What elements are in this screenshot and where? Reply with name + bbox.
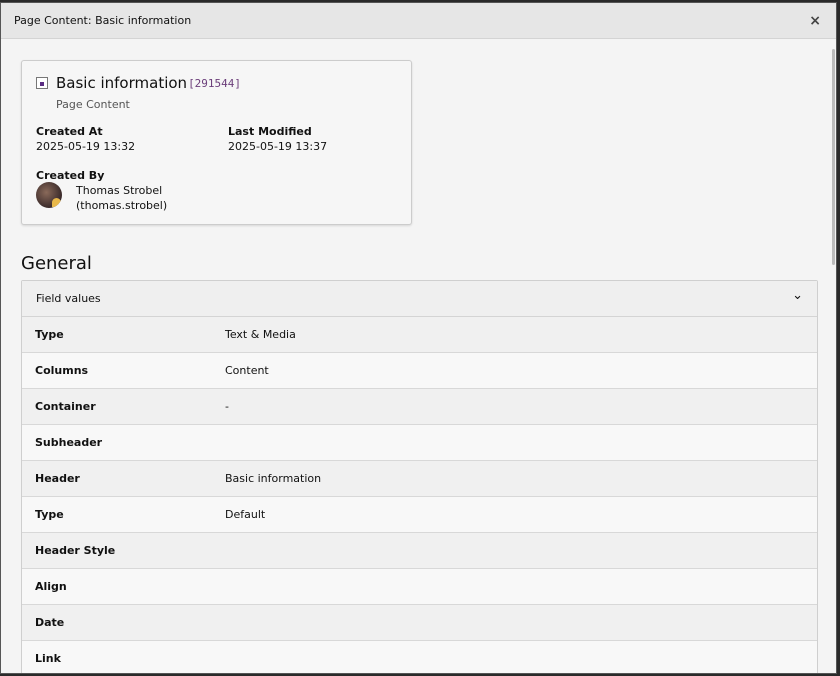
table-row: Container - [22,389,817,425]
table-row: Type Default [22,497,817,533]
panel-title: Field values [36,292,101,305]
created-at-value: 2025-05-19 13:32 [36,140,136,153]
table-row: Align [22,569,817,605]
table-row: Header Style [22,533,817,569]
created-by-label: Created By [36,169,105,182]
field-value: Text & Media [225,328,296,341]
field-values-toggle[interactable]: Field values ⌄ [22,281,817,317]
field-value: Default [225,508,266,521]
field-label: Link [35,652,61,665]
user-login: (thomas.strobel) [76,199,168,212]
field-label: Columns [35,364,89,377]
record-type: Page Content [56,98,130,111]
record-title: Basic information [56,74,188,92]
field-values-panel: Field values ⌄ Type Text & Media Columns Co… [21,280,818,673]
field-label: Date [35,616,65,629]
modal-header: Page Content: Basic information × [1,3,836,39]
field-label: Header Style [35,544,116,557]
record-uid: [291544] [188,76,242,90]
field-label: Subheader [35,436,103,449]
table-row: Columns Content [22,353,817,389]
last-modified-value: 2025-05-19 13:37 [228,140,328,153]
section-title: General [21,253,92,274]
avatar [36,182,62,208]
user-name: Thomas Strobel [76,184,163,197]
table-row: Header Basic information [22,461,817,497]
content-element-icon [36,77,48,89]
table-row: Date [22,605,817,641]
chevron-down-icon: ⌄ [792,288,803,303]
table-row: Type Text & Media [22,317,817,353]
table-row: Subheader [22,425,817,461]
close-icon[interactable]: × [809,12,821,29]
field-value: - [225,400,229,413]
table-row: Link [22,641,817,673]
field-label: Container [35,400,96,413]
last-modified-label: Last Modified [228,125,312,138]
scrollbar[interactable] [832,49,835,265]
created-at-label: Created At [36,125,103,138]
field-label: Type [35,328,64,341]
modal-title: Page Content: Basic information [14,14,192,27]
field-value: Basic information [225,472,322,485]
info-card: Basic information [291544] Page Content … [21,60,412,225]
field-label: Header [35,472,80,485]
field-value: Content [225,364,269,377]
field-label: Align [35,580,67,593]
field-label: Type [35,508,64,521]
